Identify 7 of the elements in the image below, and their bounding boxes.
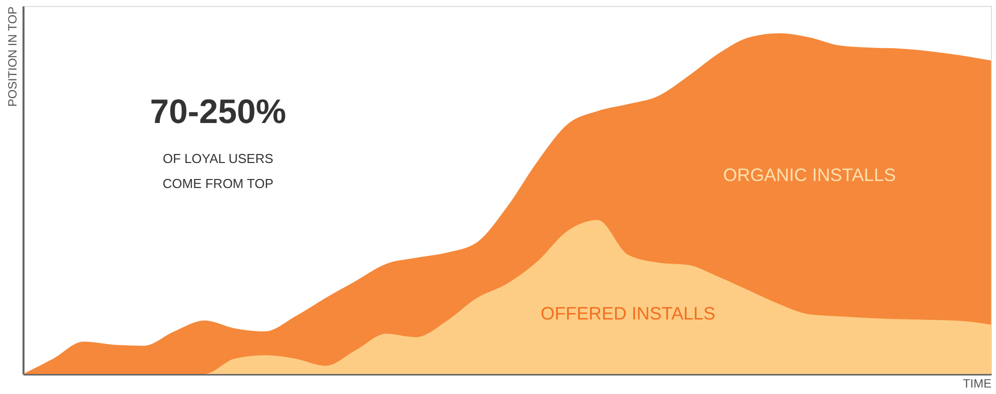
annotation: 70-250% [150,93,286,131]
y-axis-title: POSITION IN TOP [6,6,20,107]
x-axis-title: TIME [962,376,992,390]
annotation: OF LOYAL USERS [162,151,274,166]
series-label: OFFERED INSTALLS [540,303,716,324]
series-label: ORGANIC INSTALLS [723,164,896,185]
annotation: COME FROM TOP [162,176,274,191]
